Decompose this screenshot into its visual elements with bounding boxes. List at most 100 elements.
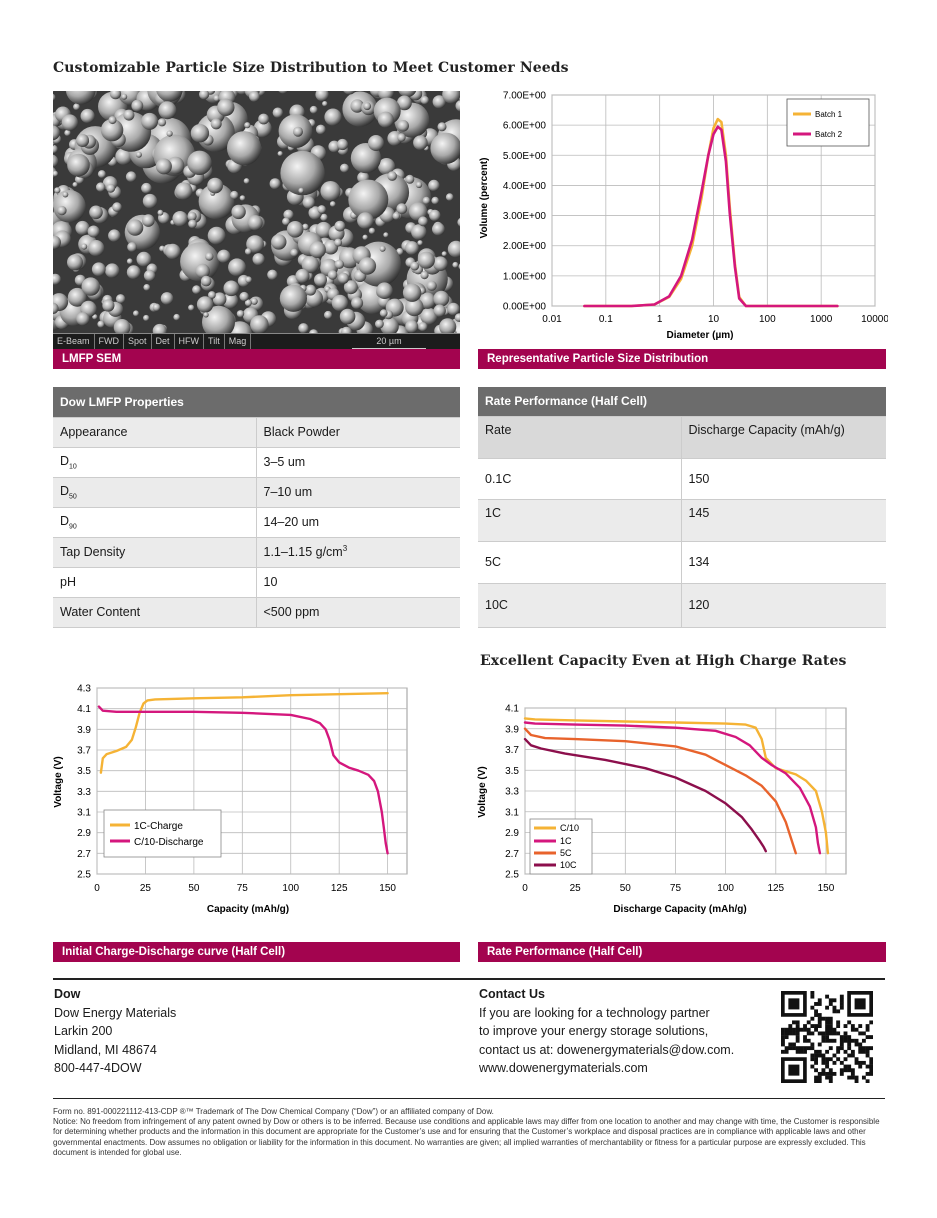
qr-module — [806, 1020, 811, 1025]
sem-particle — [125, 171, 137, 182]
qr-module — [865, 1053, 870, 1058]
sem-scale-bar: 20 µm — [352, 334, 426, 349]
qr-module — [869, 1046, 873, 1051]
table-row: 10C 120 — [478, 583, 886, 628]
qr-module — [828, 1071, 833, 1076]
sem-particle — [324, 108, 342, 126]
cd-ylabel: Voltage (V) — [53, 756, 64, 807]
qr-module — [825, 994, 830, 999]
sem-particle — [236, 310, 245, 318]
sem-caption-bar: LMFP SEM — [53, 349, 460, 369]
sem-particle — [123, 109, 135, 121]
sem-particle — [253, 119, 272, 138]
sem-particle — [53, 190, 86, 223]
rate-cell: 5C — [478, 541, 682, 584]
table-row: Water Content <500 ppm — [53, 597, 460, 628]
sem-particle — [175, 182, 193, 200]
qr-module — [803, 1038, 807, 1043]
qr-module — [847, 1053, 852, 1058]
sem-particle — [410, 261, 420, 271]
legal-notice: Notice: No freedom from infringement of … — [53, 1117, 880, 1157]
fine-print: Form no. 891-000221112-413-CDP ®™ Tradem… — [53, 1107, 885, 1158]
qr-module — [825, 1020, 830, 1025]
qr-module — [839, 1002, 844, 1006]
qr-module — [832, 1060, 837, 1065]
sem-particle — [158, 101, 177, 120]
psd-y-tick: 0.00E+00 — [503, 302, 547, 313]
qr-module — [865, 1046, 870, 1051]
sem-particle — [379, 245, 386, 252]
footer-divider — [53, 978, 885, 980]
qr-module — [869, 1057, 873, 1062]
sem-particle — [81, 243, 88, 250]
qr-module — [795, 1020, 800, 1025]
qr-module — [825, 1060, 830, 1065]
sem-particle — [53, 235, 61, 250]
qr-module — [847, 1046, 852, 1051]
sem-particle — [72, 182, 78, 188]
sem-particle — [217, 98, 235, 116]
qr-module — [861, 1060, 866, 1065]
qr-module — [847, 1075, 852, 1080]
sem-particle — [165, 243, 181, 260]
sem-particle — [324, 310, 333, 320]
qr-module — [821, 1053, 826, 1058]
rp-legend-1c: 1C — [560, 836, 572, 846]
sem-info-bar: E-Beam FWD Spot Det HFW Tilt Mag 20 µm — [53, 333, 460, 349]
qr-module — [832, 1053, 837, 1058]
cd-series-line-0 — [99, 691, 389, 774]
rate-cell: 0.1C — [478, 458, 682, 500]
qr-module — [825, 1035, 830, 1040]
sem-particle — [415, 181, 423, 188]
qr-code-icon[interactable] — [781, 991, 873, 1083]
psd-x-tick: 0.1 — [599, 314, 613, 325]
qr-module — [792, 1027, 796, 1032]
qr-module — [788, 1024, 793, 1028]
sem-particle — [433, 256, 448, 271]
sem-particle — [334, 259, 344, 269]
sem-particle — [102, 299, 115, 312]
sem-particle — [283, 209, 294, 220]
qr-module — [850, 1053, 855, 1058]
qr-module — [843, 1057, 848, 1062]
rp-legend-10c: 10C — [560, 860, 577, 870]
cd-y-tick: 2.5 — [77, 870, 91, 881]
table-row: pH 10 — [53, 567, 460, 598]
footer-website-link[interactable]: www.dowenergymaterials.com — [479, 1061, 648, 1075]
sem-particle — [432, 95, 446, 109]
qr-module — [858, 1024, 863, 1028]
qr-module — [847, 1042, 852, 1047]
qr-module — [810, 991, 815, 995]
qr-module — [810, 1042, 815, 1047]
qr-module — [814, 1024, 818, 1028]
qr-module — [781, 1031, 785, 1036]
sem-particle — [305, 284, 317, 296]
footer-email-link[interactable]: contact us at: dowenergymaterials@dow.co… — [479, 1042, 735, 1057]
qr-module — [836, 1049, 841, 1054]
sem-particle — [199, 91, 210, 100]
qr-module — [854, 1079, 859, 1083]
rp-x-tick: 0 — [522, 883, 528, 894]
sem-particle — [106, 183, 116, 193]
psd-x-tick: 10000 — [861, 314, 888, 325]
rp-y-tick: 3.7 — [505, 745, 519, 756]
psd-x-tick: 1 — [657, 314, 663, 325]
qr-module — [861, 1075, 866, 1080]
sem-particle — [320, 213, 328, 222]
sem-particle — [420, 307, 438, 325]
qr-module — [847, 1068, 852, 1073]
sem-particle — [109, 91, 122, 100]
capacity-col-header: Discharge Capacity (mAh/g) — [681, 416, 886, 459]
qr-module — [858, 1049, 863, 1054]
sem-particle — [334, 238, 343, 247]
qr-module — [821, 1035, 826, 1040]
sem-particle — [108, 116, 117, 125]
psd-y-tick: 1.00E+00 — [503, 271, 547, 282]
sem-particle — [379, 309, 388, 318]
sem-particle — [143, 284, 151, 291]
qr-module — [788, 1042, 793, 1047]
qr-module — [817, 1071, 822, 1076]
qr-module — [825, 1057, 830, 1062]
sem-particle — [247, 215, 263, 231]
sem-particle — [320, 181, 341, 202]
